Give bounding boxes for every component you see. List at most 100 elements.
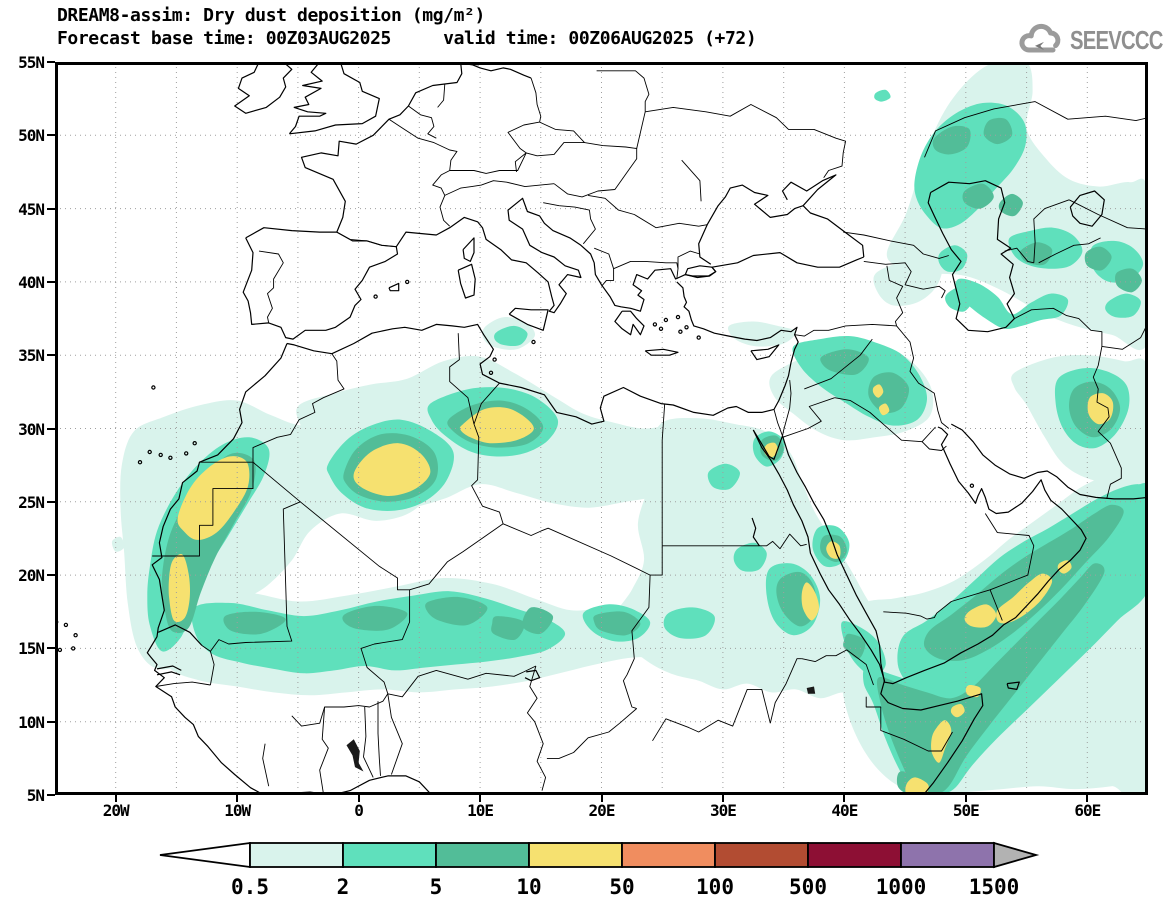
colorbar-label: 1500: [969, 875, 1020, 899]
dust-region-level-3: [868, 372, 910, 414]
lat-tick: [47, 427, 55, 430]
colorbar-label: 100: [696, 875, 734, 899]
lat-axis-label: 15N: [18, 639, 45, 659]
lat-axis-label: 50N: [18, 126, 45, 146]
dust-deposition-field: [111, 65, 1145, 792]
dust-region-level-2: [1105, 293, 1141, 318]
lat-tick: [47, 647, 55, 650]
coastlines: [58, 65, 1145, 792]
lon-axis-label: 40E: [831, 801, 858, 820]
lon-tick: [357, 795, 360, 802]
lat-axis-label: 35N: [18, 346, 45, 366]
lakes: [346, 686, 816, 772]
lon-tick: [964, 795, 967, 802]
lon-axis-label: 0: [354, 801, 364, 820]
dust-region-level-2: [874, 89, 891, 102]
dust-region-level-3: [223, 611, 286, 635]
dust-region-level-1: [111, 536, 125, 552]
cloud-logo-icon: [1019, 23, 1061, 53]
lon-axis-label: 60E: [1074, 801, 1101, 820]
colorbar-label: 0.5: [231, 875, 269, 899]
dust-region-level-4: [905, 777, 929, 792]
lon-axis-label: 30E: [709, 801, 737, 820]
lat-tick: [47, 207, 55, 210]
chart-header: DREAM8-assim: Dry dust deposition (mg/m²…: [57, 4, 757, 50]
lat-tick: [47, 280, 55, 283]
dust-region-level-3: [1115, 268, 1142, 293]
colorbar-bar: [159, 841, 1040, 869]
colorbar-label: 50: [609, 875, 634, 899]
dust-region-level-2: [494, 325, 528, 347]
lat-axis-label: 40N: [18, 272, 45, 292]
colorbar-left-arrow: [159, 841, 251, 869]
dust-region-level-2: [663, 607, 715, 639]
country-borders: [152, 65, 1145, 792]
chart-title: DREAM8-assim: Dry dust deposition (mg/m²…: [57, 5, 485, 26]
lat-tick: [47, 500, 55, 503]
dust-region-level-1: [728, 321, 796, 347]
colorbar-label: 1000: [876, 875, 927, 899]
colorbar-right-arrow: [993, 841, 1040, 869]
lat-tick: [47, 720, 55, 723]
lat-axis-label: 20N: [18, 566, 45, 586]
lat-tick: [47, 574, 55, 577]
lon-tick: [843, 795, 846, 802]
dust-region-level-3: [425, 596, 488, 626]
map-frame: [55, 62, 1148, 795]
colorbar-label: 500: [789, 875, 827, 899]
colorbar-labels: 0.5 2 5 10 50 100 500 1000 1500: [231, 875, 1019, 899]
dust-region-level-4: [1087, 393, 1114, 425]
dust-region-level-4: [996, 573, 1053, 624]
lat-axis-label: 55N: [18, 53, 45, 72]
lat-tick: [47, 794, 55, 796]
colorbar-cell: [807, 842, 902, 868]
dust-region-level-4: [965, 684, 981, 698]
lon-axis-label: 10W: [224, 801, 251, 820]
lon-tick: [479, 795, 482, 802]
dust-region-level-4: [801, 582, 820, 621]
dust-map: [55, 62, 1148, 795]
lon-axis-label: 10E: [467, 801, 494, 820]
colorbar: 0.5 2 5 10 50 100 500 1000 1500: [140, 836, 1060, 906]
lon-axis-label: 50E: [952, 801, 980, 820]
lat-axis-label: 30N: [18, 419, 45, 439]
colorbar-cell: [528, 842, 623, 868]
logo-text: SEEVCCC: [1070, 24, 1163, 55]
colorbar-cell: [714, 842, 809, 868]
colorbar-label: 2: [337, 875, 350, 899]
dust-region-level-3: [522, 607, 554, 635]
lat-axis-label: 25N: [18, 492, 45, 512]
dust-region-level-1: [873, 259, 943, 306]
dust-region-level-3: [932, 125, 971, 155]
lon-tick: [236, 795, 239, 802]
lon-axis-label: 20E: [588, 801, 616, 820]
colorbar-cell: [249, 842, 344, 868]
colorbar-label: 5: [430, 875, 443, 899]
dust-region-level-4: [950, 703, 965, 718]
map-area: [55, 62, 1148, 795]
lat-axis-label: 5N: [26, 786, 45, 805]
lon-tick: [114, 795, 117, 802]
dust-region-level-3: [1084, 246, 1112, 271]
colorbar-cell: [342, 842, 437, 868]
dust-region-level-3: [983, 117, 1013, 145]
dust-region-level-4: [964, 604, 997, 628]
dust-region-level-4: [168, 554, 191, 623]
dust-region-level-3: [491, 616, 525, 641]
lon-tick: [1086, 795, 1089, 802]
dust-region-level-4: [1057, 560, 1072, 574]
dust-region-level-4: [878, 403, 890, 416]
chart-subtitle: Forecast base time: 00Z03AUG2025 valid t…: [57, 28, 757, 49]
lon-tick: [721, 795, 724, 802]
lon-axis-label: 20W: [102, 801, 130, 820]
lat-tick: [47, 61, 55, 63]
lat-tick: [47, 134, 55, 137]
dust-region-level-2: [955, 278, 1069, 330]
colorbar-cell: [900, 842, 995, 868]
dust-region-level-3: [962, 183, 994, 209]
dust-region-level-3: [843, 633, 866, 659]
dust-region-level-2: [938, 245, 968, 272]
lat-axis-label: 10N: [18, 712, 45, 732]
lon-tick: [600, 795, 603, 802]
